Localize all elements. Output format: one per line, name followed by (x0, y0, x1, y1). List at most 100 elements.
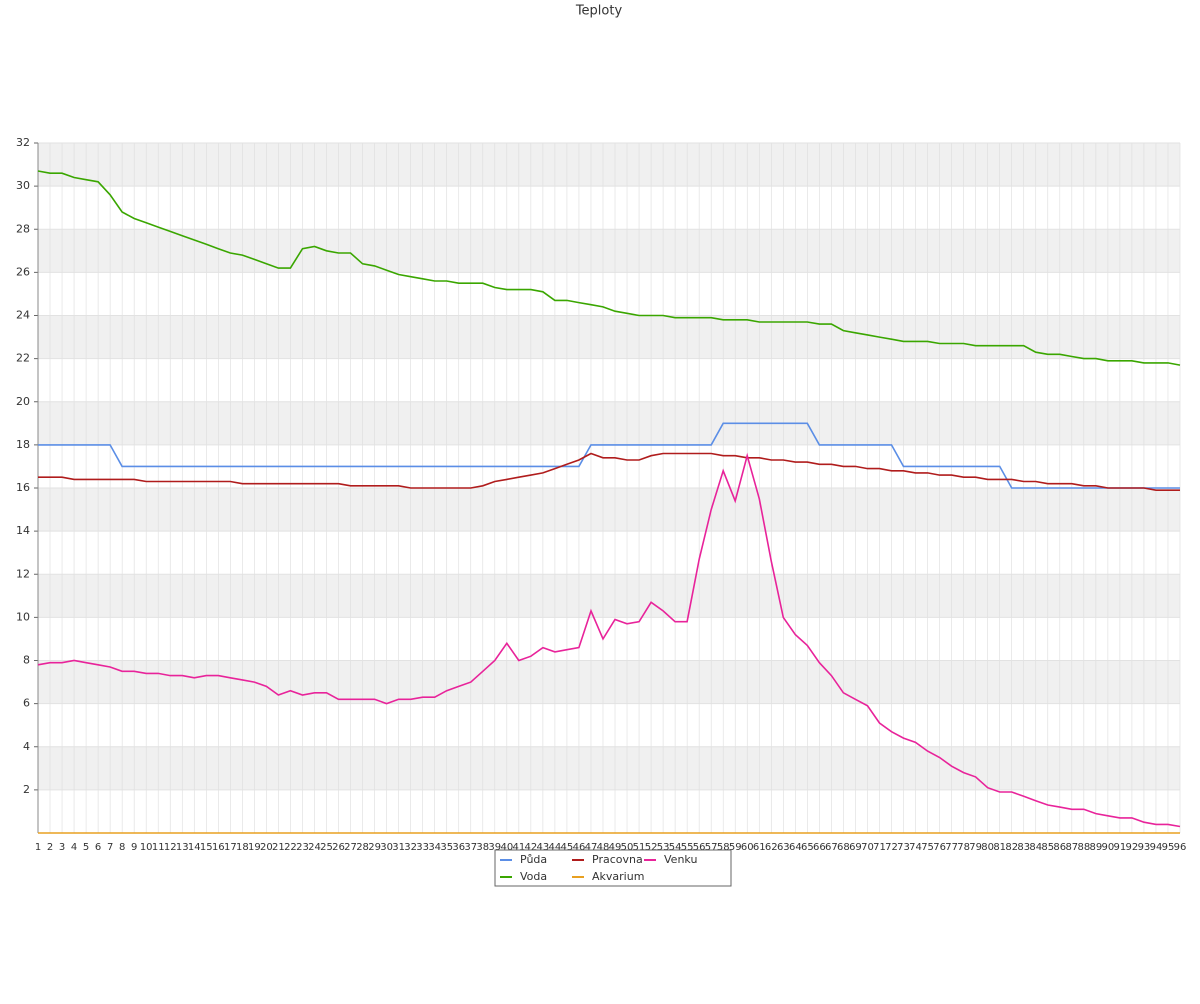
x-tick-label: 55 (681, 842, 694, 853)
x-tick-label: 65 (801, 842, 814, 853)
x-tick-label: 24 (308, 842, 321, 853)
grid-band (38, 574, 1180, 618)
y-tick-label: 16 (16, 481, 30, 494)
x-tick-label: 75 (921, 842, 934, 853)
y-tick-label: 8 (23, 654, 30, 667)
x-tick-label: 62 (765, 842, 778, 853)
x-tick-label: 39 (488, 842, 501, 853)
grid-band (38, 143, 1180, 187)
x-tick-label: 15 (200, 842, 213, 853)
legend-label: Voda (520, 870, 547, 883)
x-tick-label: 58 (717, 842, 730, 853)
x-tick-label: 16 (212, 842, 225, 853)
x-tick-label: 87 (1065, 842, 1078, 853)
x-tick-label: 3 (59, 842, 65, 853)
chart-title: Teploty (575, 4, 623, 19)
legend-label: Půda (520, 853, 547, 866)
x-tick-label: 32 (404, 842, 417, 853)
grid-band (38, 315, 1180, 359)
x-tick-label: 30 (380, 842, 393, 853)
series-line (37, 170, 1181, 366)
x-tick-label: 53 (657, 842, 670, 853)
y-tick-label: 6 (23, 697, 30, 710)
x-tick-label: 38 (476, 842, 489, 853)
x-tick-label: 50 (621, 842, 634, 853)
x-tick-label: 94 (1150, 842, 1163, 853)
y-tick-label: 32 (16, 136, 30, 149)
x-tick-label: 28 (356, 842, 369, 853)
x-tick-label: 89 (1089, 842, 1102, 853)
x-tick-label: 2 (47, 842, 53, 853)
x-tick-label: 23 (296, 842, 309, 853)
y-tick-label: 18 (16, 438, 30, 451)
x-tick-label: 11 (152, 842, 165, 853)
x-tick-label: 57 (705, 842, 718, 853)
x-tick-label: 76 (933, 842, 946, 853)
legend-box (494, 849, 732, 887)
x-tick-label: 47 (585, 842, 598, 853)
x-tick-label: 21 (272, 842, 285, 853)
x-tick-label: 88 (1077, 842, 1090, 853)
x-tick-label: 73 (897, 842, 910, 853)
x-tick-label: 17 (224, 842, 237, 853)
x-tick-label: 83 (1017, 842, 1030, 853)
y-tick-label: 20 (16, 395, 30, 408)
x-tick-label: 74 (909, 842, 922, 853)
x-tick-label: 10 (140, 842, 153, 853)
x-tick-label: 84 (1029, 842, 1042, 853)
x-tick-label: 71 (873, 842, 886, 853)
x-tick-label: 31 (392, 842, 405, 853)
grid-band (38, 660, 1180, 704)
x-tick-label: 81 (993, 842, 1006, 853)
x-tick-label: 91 (1114, 842, 1127, 853)
y-tick-label: 2 (23, 783, 30, 796)
x-tick-label: 7 (107, 842, 113, 853)
x-tick-label: 26 (332, 842, 345, 853)
x-tick-label: 4 (71, 842, 77, 853)
x-tick-label: 93 (1138, 842, 1151, 853)
x-tick-label: 9 (131, 842, 137, 853)
x-tick-label: 18 (236, 842, 249, 853)
x-tick-label: 60 (741, 842, 754, 853)
x-tick-label: 22 (284, 842, 297, 853)
x-tick-label: 85 (1041, 842, 1054, 853)
x-tick-label: 52 (645, 842, 658, 853)
x-tick-label: 63 (777, 842, 790, 853)
x-tick-label: 8 (119, 842, 125, 853)
grid-band (38, 488, 1180, 532)
x-tick-label: 5 (83, 842, 89, 853)
x-tick-label: 70 (861, 842, 874, 853)
x-tick-label: 51 (633, 842, 646, 853)
y-tick-label: 24 (16, 309, 30, 322)
x-tick-label: 72 (885, 842, 898, 853)
x-tick-label: 64 (789, 842, 802, 853)
x-tick-label: 19 (248, 842, 261, 853)
x-tick-label: 86 (1053, 842, 1066, 853)
x-tick-label: 1 (35, 842, 41, 853)
legend-label: Akvarium (592, 870, 644, 883)
x-tick-label: 25 (320, 842, 333, 853)
x-tick-label: 95 (1162, 842, 1175, 853)
x-tick-label: 79 (969, 842, 982, 853)
x-tick-label: 61 (753, 842, 766, 853)
x-tick-label: 14 (188, 842, 201, 853)
series-line (38, 452, 1180, 491)
grid-band (38, 229, 1180, 273)
grid-band (38, 401, 1180, 445)
y-tick-label: 14 (16, 524, 30, 537)
x-tick-label: 35 (440, 842, 453, 853)
x-tick-label: 37 (464, 842, 477, 853)
y-tick-label: 12 (16, 567, 30, 580)
x-tick-label: 82 (1005, 842, 1018, 853)
x-tick-label: 46 (573, 842, 586, 853)
x-tick-label: 27 (344, 842, 357, 853)
x-tick-label: 92 (1126, 842, 1139, 853)
x-tick-label: 68 (837, 842, 850, 853)
y-tick-label: 28 (16, 222, 30, 235)
x-tick-label: 44 (549, 842, 562, 853)
series-line (37, 452, 1181, 828)
x-tick-label: 69 (849, 842, 862, 853)
x-tick-label: 78 (957, 842, 970, 853)
x-tick-label: 33 (416, 842, 429, 853)
